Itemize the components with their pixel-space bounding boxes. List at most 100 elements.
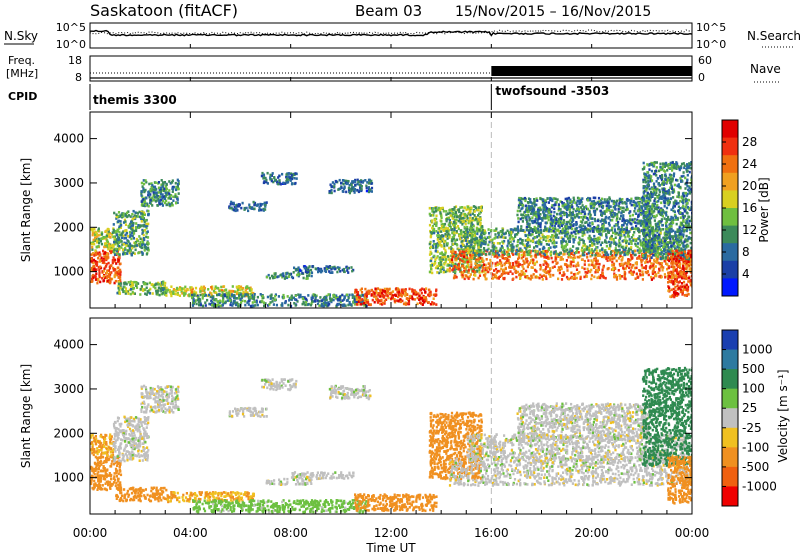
scatter-cell [92, 265, 95, 268]
scatter-cell [395, 287, 398, 290]
scatter-cell [91, 245, 94, 249]
scatter-cell [346, 293, 349, 297]
scatter-cell [494, 229, 497, 232]
scatter-cell [247, 303, 250, 306]
scatter-cell [367, 186, 370, 189]
scatter-cell [621, 239, 624, 243]
scatter-cell [168, 189, 171, 192]
scatter-cell [141, 246, 144, 250]
scatter-cell [435, 230, 438, 233]
scatter-cell [572, 240, 575, 244]
scatter-cell [482, 242, 485, 245]
scatter-cell [447, 255, 450, 258]
scatter-cell [469, 253, 472, 257]
scatter-cell [405, 293, 408, 296]
scatter-cell [580, 212, 583, 215]
scatter-cell [367, 292, 370, 295]
scatter-cell [544, 236, 547, 239]
scatter-cell [572, 245, 575, 248]
scatter-cell [511, 251, 514, 255]
scatter-cell [473, 266, 476, 269]
scatter-cell [228, 296, 231, 300]
scatter-cell [644, 247, 647, 250]
scatter-cell [476, 220, 479, 224]
scatter-cell [609, 252, 613, 256]
scatter-cell [551, 241, 554, 245]
scatter-cell [143, 182, 146, 186]
scatter-cell [151, 184, 154, 187]
scatter-cell [538, 248, 541, 251]
scatter-cell [442, 255, 445, 259]
scatter-cell [466, 230, 469, 234]
scatter-cell [514, 269, 518, 273]
scatter-cell [91, 231, 94, 235]
scatter-cell [573, 275, 576, 278]
scatter-cell [655, 256, 658, 259]
scatter-cell [109, 235, 112, 239]
scatter-cell [478, 212, 481, 215]
scatter-cell [94, 260, 97, 263]
scatter-cell [512, 263, 515, 266]
scatter-cell [654, 273, 658, 276]
scatter-cell [580, 249, 583, 252]
scatter-cell [429, 214, 432, 217]
scatter-cell [466, 205, 470, 209]
scatter-cell [199, 303, 202, 307]
scatter-cell [404, 289, 407, 293]
freq-tick-bottom: 8 [75, 71, 82, 84]
scatter-cell [335, 297, 338, 300]
scatter-cell [611, 255, 614, 258]
scatter-cell [340, 186, 343, 189]
scatter-cell [586, 252, 589, 256]
scatter-cell [293, 266, 296, 270]
scatter-cell [486, 236, 489, 239]
scatter-cell [572, 273, 576, 276]
scatter-cell [140, 250, 143, 254]
scatter-cell [632, 233, 635, 237]
scatter-cell [96, 233, 99, 236]
scatter-cell [309, 268, 313, 272]
scatter-cell [577, 212, 580, 215]
scatter-cell [288, 299, 291, 302]
scatter-cell [124, 287, 128, 290]
scatter-cell [112, 243, 115, 247]
scatter-cell [114, 271, 117, 275]
scatter-cell [203, 294, 206, 297]
scatter-cell [521, 265, 524, 268]
scatter-cell [325, 298, 328, 302]
scatter-cell [644, 261, 647, 264]
scatter-cell [593, 243, 596, 246]
scatter-cell [466, 235, 469, 239]
scatter-cell [161, 182, 164, 186]
scatter-cell [170, 285, 173, 288]
scatter-cell [109, 281, 112, 285]
scatter-cell [452, 248, 455, 251]
scatter-cell [118, 280, 121, 284]
scatter-cell [453, 224, 456, 227]
scatter-cell [398, 290, 401, 294]
scatter-cell [503, 257, 506, 260]
scatter-cell [302, 302, 305, 305]
scatter-cell [472, 224, 475, 228]
scatter-cell [579, 275, 582, 279]
scatter-cell [519, 198, 522, 202]
scatter-cell [90, 259, 93, 262]
scatter-cell [404, 288, 407, 291]
scatter-cell [525, 210, 528, 213]
cpid-mode-themis: themis 3300 [93, 93, 177, 107]
scatter-cell [266, 182, 269, 185]
scatter-cell [508, 248, 511, 252]
scatter-cell [113, 211, 116, 215]
scatter-cell [470, 223, 473, 226]
scatter-cell [131, 290, 134, 294]
scatter-cell [605, 251, 608, 254]
scatter-cell [459, 250, 462, 253]
scatter-cell [251, 301, 254, 304]
scatter-cell [144, 225, 147, 228]
scatter-cell [557, 204, 560, 208]
scatter-cell [91, 233, 94, 237]
scatter-cell [581, 246, 584, 250]
scatter-cell [428, 212, 431, 216]
scatter-cell [136, 212, 139, 215]
scatter-cell [480, 264, 483, 268]
